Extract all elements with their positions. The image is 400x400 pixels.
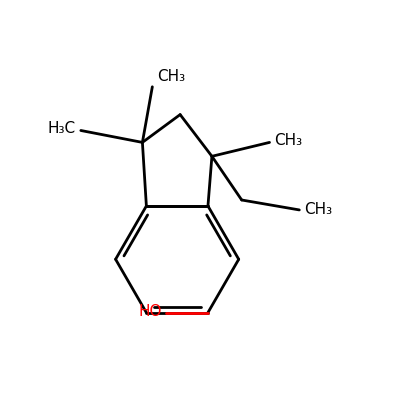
Text: CH₃: CH₃ (157, 69, 185, 84)
Text: CH₃: CH₃ (304, 202, 332, 217)
Text: CH₃: CH₃ (274, 133, 302, 148)
Text: HO: HO (139, 304, 162, 319)
Text: H₃C: H₃C (48, 121, 76, 136)
